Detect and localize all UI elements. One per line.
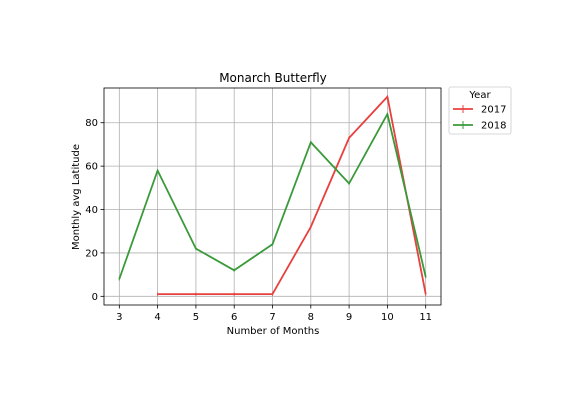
x-tick-label: 4	[154, 312, 160, 323]
y-tick-label: 0	[92, 292, 98, 303]
legend-entry-2018: 2018	[453, 121, 506, 132]
x-tick-label: 3	[116, 312, 122, 323]
legend-label: 2017	[481, 105, 506, 116]
x-tick-label: 9	[346, 312, 352, 323]
legend-title: Year	[468, 90, 491, 101]
y-tick-label: 80	[85, 118, 98, 129]
x-axis-label: Number of Months	[227, 326, 320, 337]
x-tick-label: 5	[193, 312, 199, 323]
x-axis-ticks: 3 4 5 6 7 8 9 10 11	[116, 305, 432, 323]
legend-label: 2018	[481, 121, 506, 132]
x-tick-label: 6	[231, 312, 237, 323]
y-axis-label: Monthly avg Latitude	[71, 144, 82, 250]
series-lines	[118, 95, 427, 296]
y-tick-label: 20	[85, 248, 98, 259]
x-tick-label: 8	[308, 312, 314, 323]
series-line-2017	[157, 95, 427, 296]
y-axis-ticks: 0 20 40 60 80	[85, 118, 104, 303]
legend-entry-2017: 2017	[453, 105, 506, 116]
x-tick-label: 11	[419, 312, 432, 323]
legend: Year 2017 2018	[448, 86, 512, 135]
y-tick-label: 40	[85, 205, 98, 216]
y-tick-label: 60	[85, 162, 98, 173]
x-tick-label: 7	[269, 312, 275, 323]
legend-box	[448, 86, 512, 135]
x-tick-label: 10	[381, 312, 394, 323]
grid-lines	[104, 88, 441, 305]
chart-title: Monarch Butterfly	[219, 71, 327, 85]
